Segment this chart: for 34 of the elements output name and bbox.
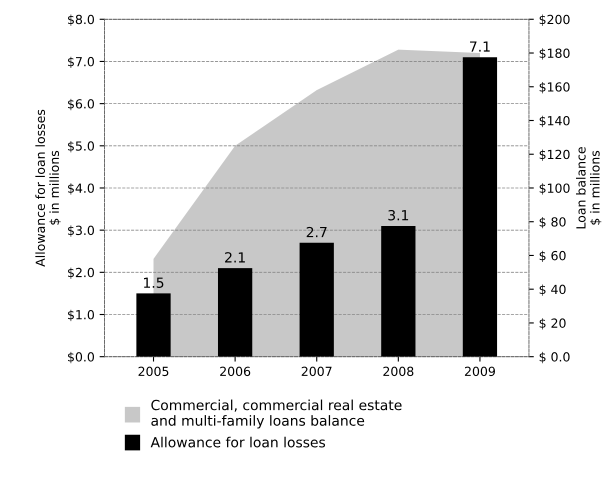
data-label: 2.7: [306, 226, 327, 238]
y2-tick-label: $120: [540, 149, 570, 161]
y2-tick-label: $ 80: [540, 216, 566, 228]
x-tick-label: 2006: [220, 366, 250, 376]
x-tick-label: 2008: [383, 366, 414, 376]
y-tick-label: $7.0: [68, 56, 94, 68]
y-tick-label: $0.0: [68, 352, 94, 364]
y2-tick-label: $160: [540, 82, 570, 94]
y2-tick-label: $ 60: [540, 250, 566, 262]
data-label: 2.1: [225, 252, 245, 262]
y-tick-label: $5.0: [68, 141, 94, 152]
y-tick-label: $2.0: [68, 268, 94, 279]
y2-tick-label: $100: [540, 183, 570, 195]
legend-label: Allowance for loan losses: [150, 436, 326, 448]
x-tick-label: 2009: [464, 366, 495, 376]
y2-axis-title: Loan balance $ in millions: [576, 147, 602, 228]
data-label: 1.5: [144, 278, 164, 288]
data-label: 7.1: [470, 41, 490, 52]
y2-tick-label: $200: [540, 14, 570, 26]
y-axis-title: Allowance for loan losses $ in millions: [35, 110, 61, 267]
y-tick-label: $8.0: [68, 14, 94, 26]
y2-tick-label: $ 20: [540, 318, 566, 330]
y-tick-label: $6.0: [68, 98, 94, 110]
legend-label: Commercial, commercial real estate and multi-family loans balance: [151, 400, 402, 429]
x-tick-label: 2005: [138, 366, 168, 376]
y2-tick-label: $180: [540, 48, 570, 60]
y-tick-label: $3.0: [68, 225, 94, 237]
y2-tick-label: $140: [540, 116, 570, 128]
y2-tick-label: $ 0.0: [540, 352, 570, 364]
y2-tick-label: $ 40: [540, 284, 566, 296]
x-tick-label: 2007: [302, 366, 332, 376]
y-tick-label: $1.0: [68, 310, 94, 322]
data-label: 3.1: [388, 210, 408, 220]
y-tick-label: $4.0: [68, 183, 94, 195]
